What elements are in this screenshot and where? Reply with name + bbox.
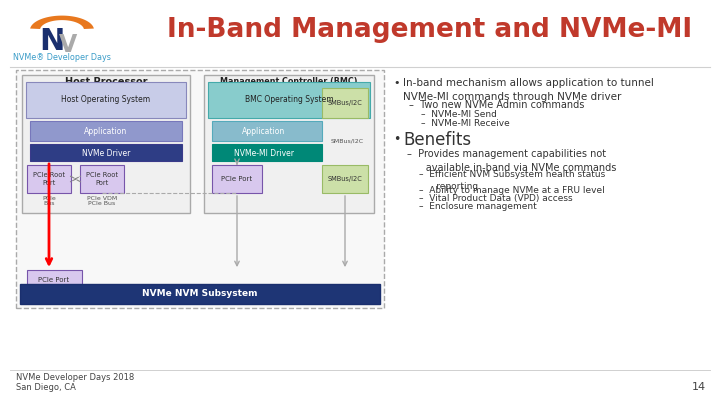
Text: N: N <box>40 28 65 57</box>
Text: –  NVMe-MI Send: – NVMe-MI Send <box>421 110 497 119</box>
FancyBboxPatch shape <box>208 82 370 118</box>
Text: PCIe Port: PCIe Port <box>222 176 253 182</box>
Text: –  Two new NVMe Admin commands: – Two new NVMe Admin commands <box>409 100 585 110</box>
Text: PCIe Root
Port: PCIe Root Port <box>86 172 118 186</box>
FancyBboxPatch shape <box>322 88 368 118</box>
Text: PCIe Root
Port: PCIe Root Port <box>33 172 65 186</box>
Text: SMBus/I2C: SMBus/I2C <box>328 100 362 106</box>
Text: Benefits: Benefits <box>403 131 471 149</box>
Polygon shape <box>30 16 94 29</box>
Text: Application: Application <box>243 126 286 136</box>
FancyBboxPatch shape <box>26 82 186 118</box>
Text: •: • <box>393 133 400 146</box>
Text: Host Operating System: Host Operating System <box>61 96 150 104</box>
Text: NVMe Developer Days 2018: NVMe Developer Days 2018 <box>16 373 134 382</box>
FancyBboxPatch shape <box>22 75 190 213</box>
Text: Management Controller (BMC): Management Controller (BMC) <box>220 77 358 87</box>
FancyBboxPatch shape <box>16 70 384 308</box>
Text: –  Provides management capabilities not
      available in-band via NVMe command: – Provides management capabilities not a… <box>407 149 616 173</box>
FancyBboxPatch shape <box>212 144 322 161</box>
Text: –  Efficient NVM Subsystem health status
      reporting: – Efficient NVM Subsystem health status … <box>419 170 606 191</box>
FancyBboxPatch shape <box>322 165 368 193</box>
Text: PCIe
Bus: PCIe Bus <box>42 196 56 207</box>
FancyBboxPatch shape <box>212 121 322 141</box>
FancyBboxPatch shape <box>27 270 82 290</box>
Text: NVMe Driver: NVMe Driver <box>82 149 130 158</box>
Text: –  Vital Product Data (VPD) access: – Vital Product Data (VPD) access <box>419 194 572 203</box>
FancyBboxPatch shape <box>80 165 124 193</box>
Text: SMBus/I2C: SMBus/I2C <box>331 139 364 143</box>
FancyBboxPatch shape <box>30 121 182 141</box>
FancyBboxPatch shape <box>30 144 182 161</box>
Text: NVMe-MI Driver: NVMe-MI Driver <box>234 149 294 158</box>
Bar <box>20 284 380 304</box>
Text: San Diego, CA: San Diego, CA <box>16 382 76 392</box>
Text: Application: Application <box>84 126 127 136</box>
Text: NVMe® Developer Days: NVMe® Developer Days <box>13 53 111 62</box>
Text: Host Processor: Host Processor <box>65 77 148 87</box>
Text: SMBus/I2C: SMBus/I2C <box>328 176 362 182</box>
Text: –  Ability to manage NVMe at a FRU level: – Ability to manage NVMe at a FRU level <box>419 186 605 195</box>
Text: –  Enclosure management: – Enclosure management <box>419 202 536 211</box>
Text: In-Band Management and NVMe-MI: In-Band Management and NVMe-MI <box>168 17 693 43</box>
Text: In-band mechanism allows application to tunnel
NVMe-MI commands through NVMe dri: In-band mechanism allows application to … <box>403 78 654 102</box>
Text: •: • <box>393 78 400 88</box>
FancyBboxPatch shape <box>27 165 71 193</box>
Text: V: V <box>59 33 77 57</box>
FancyBboxPatch shape <box>212 165 262 193</box>
FancyBboxPatch shape <box>204 75 374 213</box>
Text: 14: 14 <box>692 382 706 392</box>
Text: NVMe NVM Subsystem: NVMe NVM Subsystem <box>143 290 258 298</box>
Text: –  NVMe-MI Receive: – NVMe-MI Receive <box>421 119 510 128</box>
Text: PCIe Port: PCIe Port <box>38 277 70 283</box>
Text: BMC Operating System: BMC Operating System <box>245 96 333 104</box>
Text: PCIe VDM
PCIe Bus: PCIe VDM PCIe Bus <box>87 196 117 207</box>
